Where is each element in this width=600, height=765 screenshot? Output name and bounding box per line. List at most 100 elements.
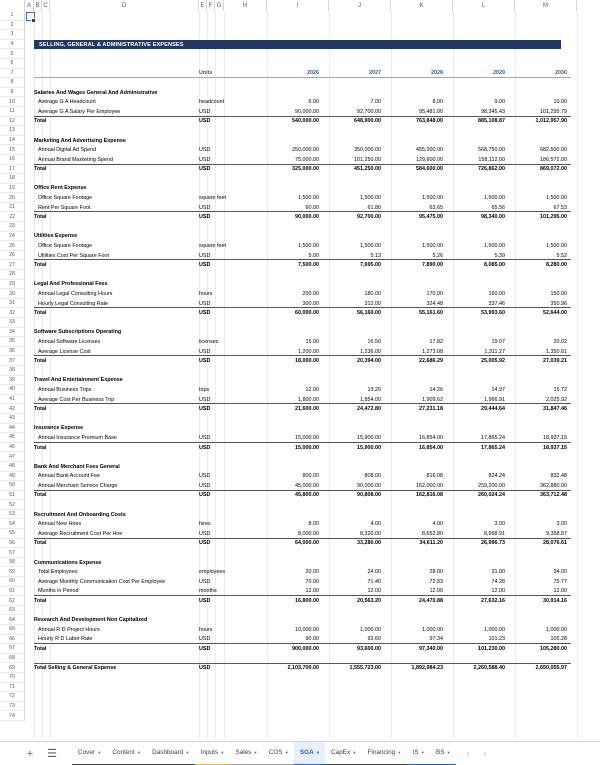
column-header-d[interactable]: D	[50, 0, 199, 11]
line-item-value[interactable]: 4.00	[432, 521, 444, 528]
row-header-43[interactable]: 43	[0, 413, 24, 424]
row-header-23[interactable]: 23	[0, 222, 24, 232]
worksheet-grid[interactable]: SELLING, GENERAL & ADMINISTRATIVE EXPENS…	[25, 11, 600, 721]
line-item-units[interactable]: employees	[199, 569, 226, 576]
row-header-58[interactable]: 58	[0, 557, 24, 568]
line-item-value[interactable]: 8,998.91	[484, 530, 505, 537]
chevron-down-icon[interactable]: ▾	[421, 749, 424, 755]
section-total-value[interactable]: 763,848.00	[416, 118, 443, 125]
chevron-down-icon[interactable]: ▾	[221, 749, 224, 755]
line-item-value[interactable]: 1,500.00	[360, 243, 381, 250]
section-total-value[interactable]: 22,686.29	[419, 358, 443, 365]
column-header-f[interactable]: F	[207, 0, 215, 11]
section-total-value[interactable]: 45,800.00	[295, 492, 319, 499]
line-item-units[interactable]: USD	[199, 434, 211, 441]
section-total-units[interactable]: USD	[199, 406, 211, 413]
line-item-units[interactable]: hours	[199, 626, 213, 633]
row-header-40[interactable]: 40	[0, 385, 24, 395]
section-total-label[interactable]: Total	[34, 310, 47, 317]
line-item-value[interactable]: 455,000.00	[416, 147, 443, 154]
year-column-header-2028[interactable]: 2028	[431, 70, 443, 77]
line-item-value[interactable]: 170.00	[426, 291, 444, 298]
section-total-units[interactable]: USD	[199, 444, 211, 451]
row-header-37[interactable]: 37	[0, 356, 24, 366]
line-item-value[interactable]: 65.56	[491, 204, 506, 211]
grand-total-value[interactable]: 1,892,984.23	[411, 665, 443, 672]
line-item-value[interactable]: 101,250.00	[354, 156, 381, 163]
line-item-units[interactable]: USD	[199, 396, 211, 403]
year-column-header-2026[interactable]: 2026	[307, 70, 319, 77]
row-header-34[interactable]: 34	[0, 327, 24, 338]
row-header-44[interactable]: 44	[0, 423, 24, 434]
section-total-value[interactable]: 60,000.00	[295, 310, 319, 317]
section-total-value[interactable]: 93,600.00	[357, 645, 381, 652]
section-total-value[interactable]: 15,900.00	[357, 444, 381, 451]
row-header-69[interactable]: 69	[0, 663, 24, 673]
row-header-12[interactable]: 12	[0, 116, 24, 127]
section-total-value[interactable]: 7,890.00	[422, 262, 443, 269]
line-item-value[interactable]: 1,909.62	[422, 396, 443, 403]
section-total-units[interactable]: USD	[199, 118, 211, 125]
line-item-value[interactable]: 5.13	[370, 252, 382, 259]
row-header-32[interactable]: 32	[0, 308, 24, 318]
line-item-value[interactable]: 90.00	[305, 636, 320, 643]
line-item-value[interactable]: 5.26	[432, 252, 444, 259]
section-total-value[interactable]: 15,000.00	[295, 444, 319, 451]
line-item-value[interactable]: 1,500.00	[546, 195, 567, 202]
section-total-value[interactable]: 105,280.00	[540, 645, 567, 652]
line-item-label[interactable]: Average Monthly Communication Cost Per E…	[38, 578, 166, 585]
column-header-l[interactable]: L	[453, 0, 515, 11]
row-header-10[interactable]: 10	[0, 97, 24, 107]
row-header-62[interactable]: 62	[0, 596, 24, 606]
section-total-value[interactable]: 363,712.48	[540, 492, 567, 499]
line-item-label[interactable]: Annual Legal Consulting Hours	[38, 291, 113, 298]
line-item-value[interactable]: 3.00	[556, 521, 568, 528]
row-header-60[interactable]: 60	[0, 577, 24, 587]
line-item-value[interactable]: 2,025.92	[546, 396, 567, 403]
column-header-e[interactable]: E	[199, 0, 207, 11]
line-item-value[interactable]: 16,854.00	[419, 434, 443, 441]
line-item-units[interactable]: USD	[199, 300, 211, 307]
grand-total-value[interactable]: 1,555,723.00	[349, 665, 381, 672]
line-item-value[interactable]: 8,320.00	[360, 530, 381, 537]
line-item-units[interactable]: USD	[199, 578, 211, 585]
line-item-label[interactable]: Rent Per Square Foot	[38, 204, 91, 211]
row-header-22[interactable]: 22	[0, 212, 24, 223]
line-item-value[interactable]: 186,572.00	[540, 156, 567, 163]
line-item-value[interactable]: 800.00	[302, 473, 320, 480]
line-item-value[interactable]: 75,000.00	[295, 156, 319, 163]
line-item-value[interactable]: 150.00	[550, 291, 568, 298]
row-header-8[interactable]: 8	[0, 78, 24, 88]
section-total-value[interactable]: 56,160.00	[357, 310, 381, 317]
column-header-g[interactable]: G	[215, 0, 224, 11]
row-header-70[interactable]: 70	[0, 672, 24, 683]
line-item-label[interactable]: Average G A Headcount	[38, 99, 96, 106]
chevron-down-icon[interactable]: ▾	[353, 749, 356, 755]
line-item-value[interactable]: 160.00	[488, 291, 506, 298]
line-item-value[interactable]: 97.34	[429, 636, 444, 643]
units-column-header[interactable]: Units	[199, 70, 213, 77]
column-header-j[interactable]: J	[329, 0, 391, 11]
line-item-value[interactable]: 324.48	[426, 300, 444, 307]
section-total-units[interactable]: USD	[199, 540, 211, 547]
line-item-value[interactable]: 129,600.00	[416, 156, 443, 163]
line-item-value[interactable]: 568,750.00	[478, 147, 505, 154]
line-item-value[interactable]: 1,500.00	[546, 243, 567, 250]
line-item-units[interactable]: USD	[199, 252, 211, 259]
line-item-value[interactable]: 1,236.00	[360, 348, 381, 355]
row-header-65[interactable]: 65	[0, 625, 24, 635]
grand-total-label[interactable]: Total Selling & General Expense	[34, 665, 117, 672]
section-total-value[interactable]: 25,005.92	[481, 358, 505, 365]
line-item-value[interactable]: 250,000.00	[292, 147, 319, 154]
line-item-value[interactable]: 337.46	[488, 300, 506, 307]
section-total-value[interactable]: 162,816.08	[416, 492, 443, 499]
line-item-value[interactable]: 13.20	[367, 386, 382, 393]
line-item-label[interactable]: Months in Period	[38, 588, 79, 595]
section-total-value[interactable]: 16,854.00	[419, 444, 443, 451]
line-item-value[interactable]: 8.00	[308, 521, 320, 528]
line-item-value[interactable]: 1,350.61	[546, 348, 567, 355]
section-total-label[interactable]: Total	[34, 406, 47, 413]
row-header-33[interactable]: 33	[0, 318, 24, 328]
line-item-value[interactable]: 28.00	[429, 569, 444, 576]
section-heading[interactable]: Office Rent Expense	[34, 185, 87, 192]
